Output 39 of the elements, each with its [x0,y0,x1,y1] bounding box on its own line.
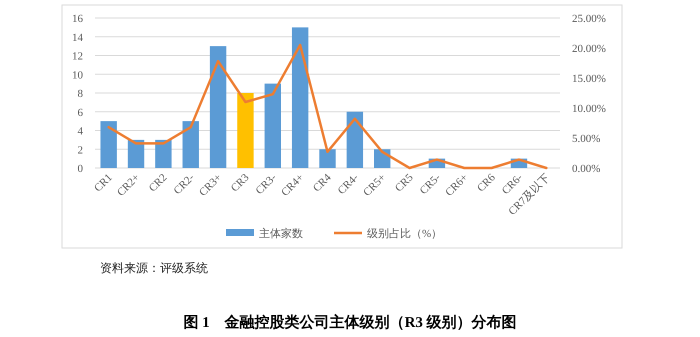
y2-tick-label: 25.00% [572,13,606,25]
bar [210,46,226,168]
x-tick-label: CR4- [336,171,362,197]
x-tick-label: CR2 [146,172,170,194]
bar [346,112,364,168]
legend-label: 主体家数 [259,227,303,240]
bar [182,121,199,168]
x-tick-label: CR5 [392,171,416,194]
y-tick-label: 14 [72,32,84,44]
bar [237,93,254,168]
y2-tick-label: 0.00% [572,163,600,175]
bar [292,27,308,168]
line-series [107,44,548,170]
y-tick-label: 12 [72,50,83,62]
bar [264,84,281,168]
y2-tick-label: 5.00% [572,133,600,145]
y2-tick-label: 15.00% [572,73,606,85]
text: 资料来源：评级系统 [100,261,208,275]
x-tick-label: CR1 [92,172,115,194]
y2-tick-label: 20.00% [572,43,606,55]
y-tick-label: 0 [78,163,84,175]
x-tick-label: CR6 [474,171,498,194]
bar [100,121,117,168]
legend-label: 级别占比（%） [367,227,442,240]
bar [319,149,336,168]
y-tick-label: 2 [78,144,83,156]
x-tick-label: CR5- [418,171,444,197]
x-tick-label: CR2- [172,171,198,197]
bar [155,140,172,168]
x-tick-label: CR3- [254,171,280,197]
y2-tick-label: 10.00% [572,103,606,115]
y-tick-label: 16 [72,13,84,25]
text: 图 1 金融控股类公司主体级别（R3 级别）分布图 [183,313,517,331]
y-tick-label: 4 [78,126,84,138]
y-tick-label: 10 [72,69,84,82]
x-tick-label: CR3 [228,171,252,194]
y-tick-label: 8 [78,88,84,100]
x-tick-label: CR4 [310,171,334,194]
y-tick-label: 6 [78,106,84,119]
